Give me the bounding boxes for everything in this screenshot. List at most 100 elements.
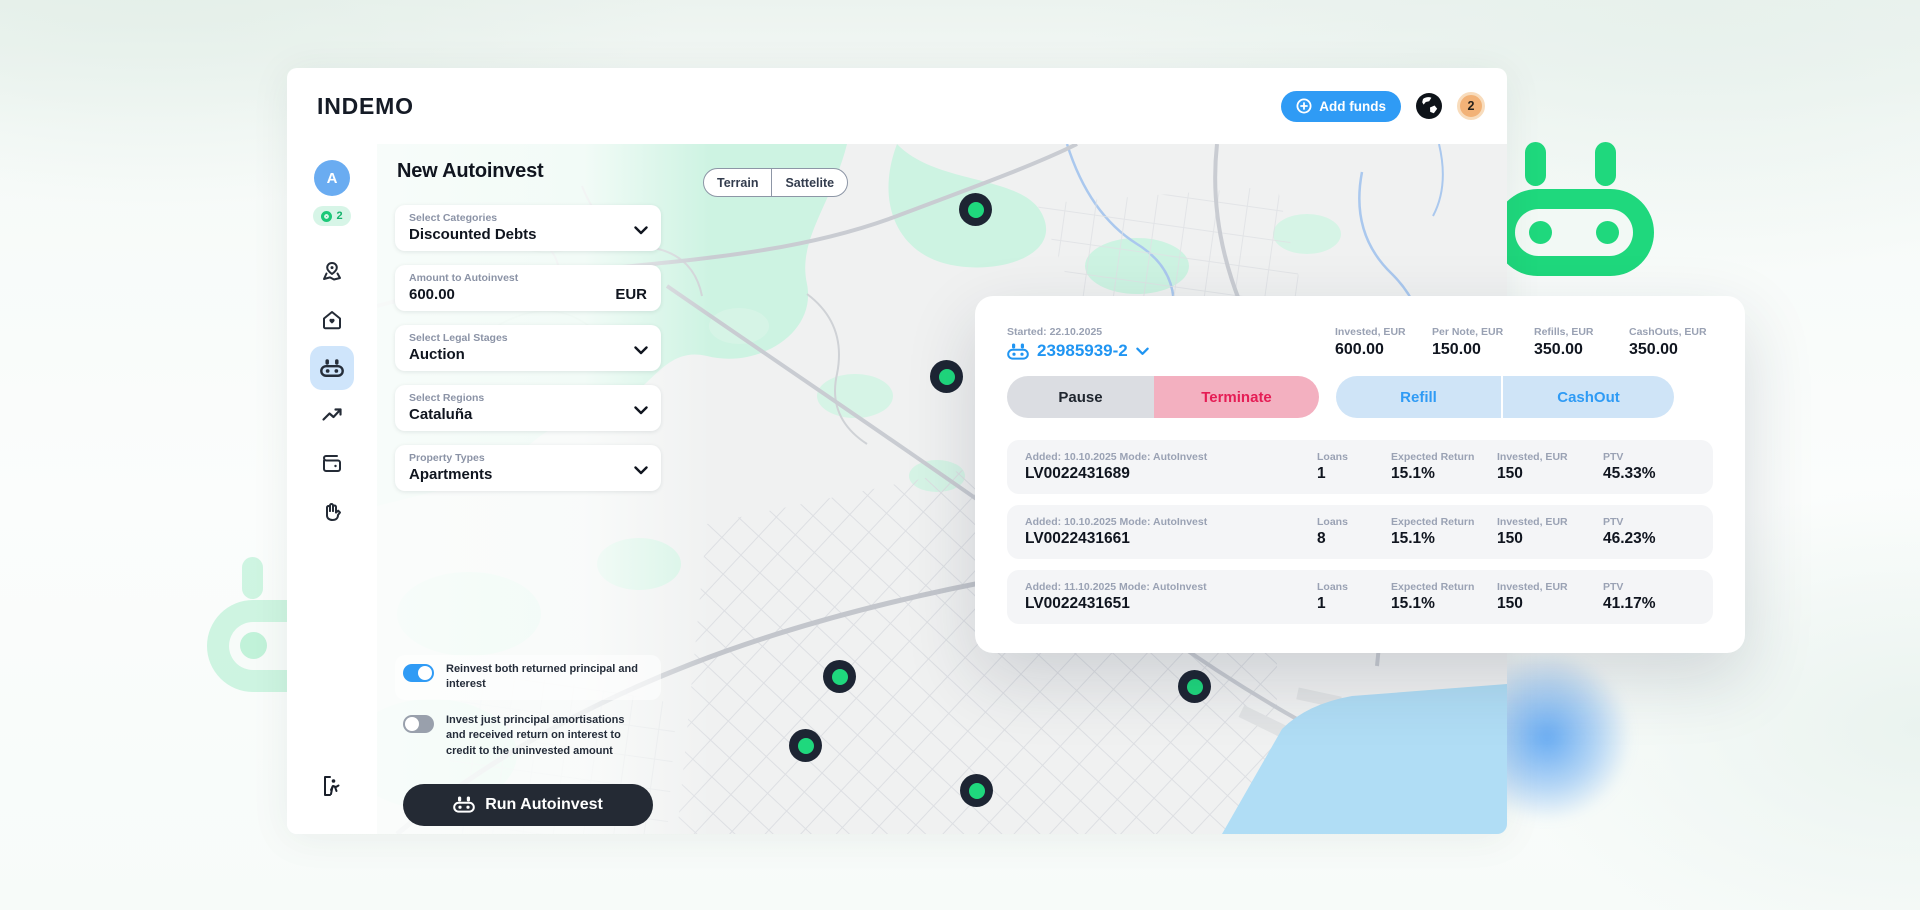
refill-button[interactable]: Refill bbox=[1336, 376, 1501, 418]
pause-button[interactable]: Pause bbox=[1007, 376, 1154, 418]
stat-per-note: Per Note, EUR 150.00 bbox=[1432, 326, 1504, 358]
amount-value: 600.00 bbox=[409, 286, 455, 303]
map-marker[interactable] bbox=[823, 660, 856, 693]
sidebar-item-autoinvest[interactable] bbox=[310, 346, 354, 390]
currency-suffix: EUR bbox=[615, 286, 647, 303]
run-autoinvest-button[interactable]: Run Autoinvest bbox=[403, 783, 653, 826]
stat-refills: Refills, EUR 350.00 bbox=[1534, 326, 1594, 358]
note-added: Added: 11.10.2025 Mode: AutoInvest bbox=[1025, 581, 1207, 593]
principal-only-toggle-row: Invest just principal amortisations and … bbox=[395, 706, 661, 766]
sidebar-item-voting[interactable] bbox=[310, 490, 354, 534]
note-added: Added: 10.10.2025 Mode: AutoInvest bbox=[1025, 451, 1208, 463]
app-header: INDEMO Add funds bbox=[287, 68, 1507, 144]
coins-badge[interactable]: 2 bbox=[313, 206, 351, 226]
field-label: Select Legal Stages bbox=[409, 332, 508, 344]
language-globe-button[interactable] bbox=[1415, 92, 1443, 120]
new-autoinvest-form: New Autoinvest Select Categories Discoun… bbox=[395, 160, 661, 826]
terminate-button[interactable]: Terminate bbox=[1154, 376, 1319, 418]
field-value: Auction bbox=[409, 346, 465, 363]
field-label: Amount to Autoinvest bbox=[409, 272, 519, 284]
chevron-down-icon bbox=[634, 222, 648, 240]
page-title: New Autoinvest bbox=[397, 160, 544, 182]
sidebar-item-map[interactable] bbox=[310, 250, 354, 294]
stat-cashouts: CashOuts, EUR 350.00 bbox=[1629, 326, 1707, 358]
autoinvest-detail-card: Started: 22.10.2025 23985939-2 Invested,… bbox=[975, 296, 1745, 653]
note-row[interactable]: Added: 10.10.2025 Mode: AutoInvest LV002… bbox=[1007, 505, 1713, 559]
add-funds-button[interactable]: Add funds bbox=[1281, 90, 1401, 122]
map-marker[interactable] bbox=[789, 729, 822, 762]
logout-icon bbox=[320, 774, 344, 798]
chevron-down-icon bbox=[634, 342, 648, 360]
sidebar-item-wallet[interactable] bbox=[310, 442, 354, 486]
indemo-logo: INDEMO bbox=[317, 92, 414, 119]
map-marker[interactable] bbox=[1178, 670, 1211, 703]
sidebar: A 2 bbox=[287, 144, 377, 834]
map-marker[interactable] bbox=[960, 774, 993, 807]
satellite-button[interactable]: Sattelite bbox=[771, 169, 847, 196]
note-id: LV0022431661 bbox=[1025, 530, 1130, 547]
note-loans: 1 bbox=[1317, 465, 1326, 482]
run-autoinvest-label: Run Autoinvest bbox=[485, 795, 603, 813]
select-regions-field[interactable]: Select Regions Cataluña bbox=[395, 385, 661, 431]
toggle-label: Reinvest both returned principal and int… bbox=[446, 663, 638, 691]
note-id: LV0022431651 bbox=[1025, 595, 1130, 612]
note-expected-return: 15.1% bbox=[1391, 530, 1435, 547]
map-marker[interactable] bbox=[959, 193, 992, 226]
cashout-button[interactable]: CashOut bbox=[1503, 376, 1674, 418]
field-value: Cataluña bbox=[409, 406, 473, 423]
terrain-button[interactable]: Terrain bbox=[704, 169, 771, 196]
sidebar-item-properties[interactable] bbox=[310, 298, 354, 342]
field-label: Property Types bbox=[409, 452, 485, 464]
field-label: Select Regions bbox=[409, 392, 485, 404]
note-id: LV0022431689 bbox=[1025, 465, 1130, 482]
field-value: Discounted Debts bbox=[409, 226, 537, 243]
note-invested: 150 bbox=[1497, 530, 1523, 547]
field-value: Apartments bbox=[409, 466, 493, 483]
autoinvest-id-dropdown[interactable]: 23985939-2 bbox=[1007, 341, 1149, 361]
amount-field[interactable]: Amount to Autoinvest 600.00 EUR bbox=[395, 265, 661, 311]
toggle-label: Invest just principal amortisations and … bbox=[446, 713, 625, 757]
note-row[interactable]: Added: 11.10.2025 Mode: AutoInvest LV002… bbox=[1007, 570, 1713, 624]
note-ptv: 46.23% bbox=[1603, 530, 1656, 547]
field-label: Select Categories bbox=[409, 212, 498, 224]
note-added: Added: 10.10.2025 Mode: AutoInvest bbox=[1025, 516, 1208, 528]
plus-circle-icon bbox=[1296, 98, 1312, 114]
avatar[interactable]: A bbox=[314, 160, 350, 196]
wallet-icon bbox=[320, 452, 344, 476]
stat-invested: Invested, EUR 600.00 bbox=[1335, 326, 1406, 358]
chevron-down-icon bbox=[634, 462, 648, 480]
robot-icon bbox=[453, 796, 475, 814]
autoinvest-id: 23985939-2 bbox=[1037, 341, 1128, 360]
trending-up-icon bbox=[320, 404, 344, 428]
globe-icon bbox=[1415, 92, 1443, 120]
note-loans: 1 bbox=[1317, 595, 1326, 612]
started-date: Started: 22.10.2025 bbox=[1007, 326, 1103, 338]
sidebar-item-investments[interactable] bbox=[310, 394, 354, 438]
card-stats: Invested, EUR 600.00 Per Note, EUR 150.0… bbox=[1335, 326, 1713, 359]
robot-icon bbox=[1007, 343, 1029, 360]
note-expected-return: 15.1% bbox=[1391, 465, 1435, 482]
home-heart-icon bbox=[320, 308, 344, 332]
reinvest-toggle[interactable] bbox=[403, 664, 434, 682]
avatar-initial: A bbox=[326, 169, 338, 187]
select-legal-stages-field[interactable]: Select Legal Stages Auction bbox=[395, 325, 661, 371]
note-row[interactable]: Added: 10.10.2025 Mode: AutoInvest LV002… bbox=[1007, 440, 1713, 494]
select-categories-field[interactable]: Select Categories Discounted Debts bbox=[395, 205, 661, 251]
robot-icon bbox=[320, 358, 344, 378]
chevron-down-icon bbox=[634, 402, 648, 420]
property-types-field[interactable]: Property Types Apartments bbox=[395, 445, 661, 491]
logout-button[interactable] bbox=[310, 764, 354, 808]
coin-icon bbox=[321, 210, 333, 222]
chevron-down-icon bbox=[1136, 347, 1149, 356]
map-pin-icon bbox=[320, 260, 344, 284]
user-avatar-badge[interactable]: 2 bbox=[1457, 92, 1485, 120]
note-loans: 8 bbox=[1317, 530, 1326, 547]
principal-only-toggle[interactable] bbox=[403, 714, 434, 733]
map-marker[interactable] bbox=[930, 360, 963, 393]
user-badge-count: 2 bbox=[1467, 99, 1475, 113]
note-ptv: 41.17% bbox=[1603, 595, 1656, 612]
coins-count: 2 bbox=[336, 210, 343, 222]
notes-list: Added: 10.10.2025 Mode: AutoInvest LV002… bbox=[1007, 440, 1713, 624]
note-invested: 150 bbox=[1497, 595, 1523, 612]
